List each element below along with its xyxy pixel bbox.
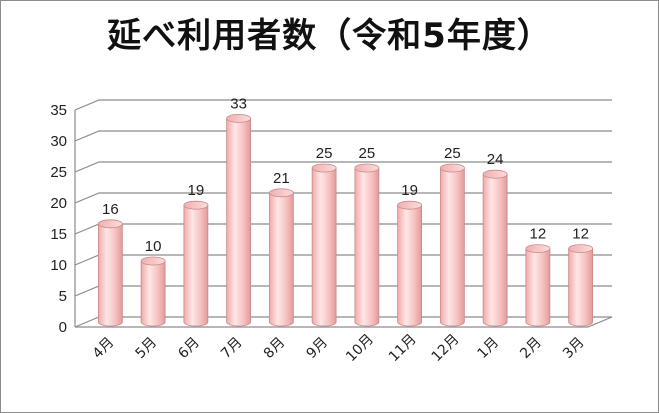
bar-top [568, 244, 594, 254]
bar-body [226, 118, 252, 327]
gridline [74, 130, 612, 142]
bar-top [525, 244, 551, 254]
data-label: 33 [230, 95, 247, 112]
bar-top [397, 200, 423, 210]
chart-title: 延べ利用者数（令和5年度） [107, 16, 552, 56]
bar-body [568, 248, 594, 327]
data-label: 12 [572, 226, 589, 243]
bar-top [354, 163, 380, 173]
bar-top [268, 188, 294, 198]
x-tick-label: 7月 [218, 334, 246, 362]
bar-body [97, 223, 123, 327]
bar [140, 256, 166, 327]
bar-body [439, 167, 465, 327]
bar-body [140, 260, 166, 327]
bar-body [183, 204, 209, 327]
y-tick-label: 30 [50, 133, 67, 150]
bar-top [482, 169, 508, 179]
y-tick-label: 5 [59, 288, 67, 305]
bar [226, 114, 252, 327]
y-tick-label: 10 [50, 257, 67, 274]
data-label: 25 [444, 145, 461, 162]
x-tick-label: 1月 [475, 334, 503, 362]
x-tick-label: 11月 [386, 331, 420, 365]
bar-top [439, 163, 465, 173]
bar [397, 200, 423, 327]
bar-body [525, 248, 551, 327]
data-label: 21 [273, 170, 290, 187]
x-tick-label: 3月 [560, 334, 588, 362]
data-label: 16 [102, 201, 119, 218]
x-tick-label: 9月 [304, 334, 332, 362]
gridline [74, 99, 612, 111]
y-tick-label: 35 [50, 102, 67, 119]
bar [97, 219, 123, 327]
bar-top [183, 200, 209, 210]
y-tick-label: 0 [59, 319, 67, 336]
x-tick-label: 8月 [261, 334, 289, 362]
floor-edge [75, 316, 613, 328]
x-tick-label: 10月 [343, 331, 377, 365]
bar [482, 169, 508, 327]
bars [97, 114, 594, 327]
data-label: 24 [487, 151, 504, 168]
bar-top [97, 219, 123, 229]
data-label: 10 [145, 238, 162, 255]
y-tick-label: 20 [50, 195, 67, 212]
data-label: 25 [316, 145, 333, 162]
bar [311, 163, 337, 327]
x-tick-label: 6月 [175, 334, 203, 362]
bar-body [354, 167, 380, 327]
bar [525, 244, 551, 327]
bar-top [311, 163, 337, 173]
x-tick-label: 12月 [429, 331, 463, 365]
x-tick-label: 5月 [133, 334, 161, 362]
bar-body [311, 167, 337, 327]
bar-body [397, 204, 423, 327]
bar [183, 200, 209, 327]
data-label: 12 [530, 226, 547, 243]
y-tick-label: 15 [50, 226, 67, 243]
bar [568, 244, 594, 327]
bar-top [140, 256, 166, 266]
bar [268, 188, 294, 327]
gridline [74, 161, 612, 173]
bar-body [482, 173, 508, 327]
bar-body [268, 192, 294, 327]
data-label: 25 [359, 145, 376, 162]
bar-top [226, 114, 252, 123]
y-tick-label: 25 [50, 164, 67, 181]
data-label: 19 [401, 182, 418, 199]
x-tick-label: 4月 [90, 334, 118, 362]
bar [354, 163, 380, 327]
data-label: 19 [188, 182, 205, 199]
x-tick-label: 2月 [517, 334, 545, 362]
gridline [74, 192, 612, 204]
bar [439, 163, 465, 327]
